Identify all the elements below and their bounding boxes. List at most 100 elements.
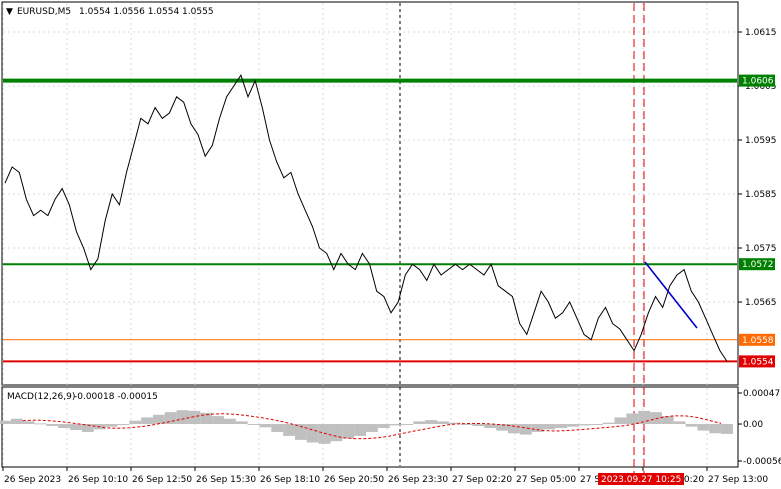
- level-tag-label: 1.0572: [742, 260, 774, 270]
- macd-bar: [164, 412, 177, 425]
- macd-bar: [247, 424, 260, 426]
- macd-bar: [283, 424, 295, 436]
- macd-tick-label: 0.00: [743, 420, 763, 430]
- macd-bar: [543, 424, 556, 430]
- macd-bar: [318, 424, 331, 444]
- price-tick-label: 1.0605: [745, 82, 777, 92]
- macd-bar: [437, 421, 449, 425]
- macd-bar: [661, 416, 674, 425]
- time-tick-label: 26 Sep 2023: [4, 475, 61, 485]
- macd-bar: [105, 424, 118, 427]
- macd-bar: [34, 423, 47, 425]
- trend-line[interactable]: [644, 261, 698, 329]
- macd-bar: [448, 422, 461, 425]
- macd-bar: [200, 412, 213, 425]
- macd-bar: [117, 424, 130, 426]
- time-tick-label: 26 Sep 23:30: [388, 475, 448, 485]
- macd-bar: [496, 424, 509, 431]
- macd-bar: [413, 421, 426, 425]
- macd-bar: [484, 424, 497, 428]
- macd-bar: [129, 420, 142, 425]
- price-tick-label: 1.0585: [745, 190, 777, 200]
- macd-bar: [377, 424, 390, 428]
- time-tick-label: 27 Sep 05:00: [516, 475, 576, 485]
- macd-bar: [259, 424, 272, 428]
- level-tag: [739, 74, 775, 87]
- price-tick-label: 1.0595: [745, 136, 777, 146]
- macd-bar: [401, 424, 414, 426]
- macd-bar: [697, 424, 710, 431]
- macd-bar: [354, 424, 366, 436]
- macd-bar: [531, 424, 544, 432]
- time-tick-label: 27 Sep 13:00: [708, 475, 768, 485]
- level-tag-label: 1.0554: [742, 357, 774, 367]
- ohlc-values: 1.0554 1.0556 1.0554 1.0555: [79, 7, 214, 17]
- macd-bar: [555, 424, 568, 428]
- macd-bar: [590, 424, 603, 426]
- time-tick-label: 26 Sep 10:10: [68, 475, 128, 485]
- time-tick-label: 26 Sep 12:50: [132, 475, 192, 485]
- collapse-triangle-icon[interactable]: ▼: [6, 7, 13, 17]
- grid-lines: [2, 3, 737, 466]
- level-tag: [739, 258, 775, 271]
- macd-bar: [472, 424, 485, 427]
- macd-bar: [81, 424, 94, 432]
- symbol-label: EURUSD,M5: [17, 7, 71, 17]
- macd-bar: [614, 417, 627, 425]
- macd-tick-label: -0.00056: [743, 457, 781, 467]
- macd-bar: [46, 424, 59, 427]
- macd-bar: [22, 421, 35, 425]
- macd-bar: [271, 424, 284, 432]
- macd-bar: [519, 424, 532, 435]
- macd-bar: [567, 424, 580, 427]
- macd-signal-line: [22, 413, 722, 440]
- macd-bar: [294, 424, 307, 440]
- macd-label: MACD(12,26,9): [7, 392, 75, 402]
- time-tick-label: 26 Sep 20:50: [324, 475, 384, 485]
- macd-bar: [223, 418, 236, 425]
- macd-bar: [650, 412, 662, 425]
- macd-bar: [721, 424, 733, 434]
- macd-values: -0.00018 -0.00015: [74, 392, 158, 402]
- level-tag-label: 1.0606: [742, 77, 774, 87]
- macd-bar: [638, 410, 651, 425]
- price-series-line: [4, 74, 728, 362]
- level-tag: [739, 355, 775, 368]
- macd-bar: [460, 424, 473, 426]
- macd-bar: [188, 410, 201, 425]
- macd-bar: [685, 424, 698, 427]
- macd-bar: [602, 422, 615, 425]
- macd-bar: [330, 424, 343, 442]
- price-tick-label: 1.0565: [745, 298, 777, 308]
- time-cursor-label: 2023.09.27 10:25: [601, 475, 681, 485]
- time-tick-label: 27 Sep 02:20: [452, 475, 512, 485]
- macd-bar: [10, 418, 23, 425]
- macd-bar: [425, 420, 438, 425]
- macd-bar: [235, 421, 248, 425]
- macd-bar: [579, 424, 591, 426]
- level-tag: [739, 333, 775, 346]
- macd-bar: [673, 421, 686, 425]
- macd-bar: [176, 410, 189, 425]
- macd-bar: [0, 420, 11, 425]
- macd-bar: [366, 424, 378, 432]
- macd-bar: [152, 414, 165, 425]
- macd-bar: [342, 424, 355, 439]
- time-cursor-tag: [598, 473, 684, 485]
- macd-bar: [212, 416, 224, 425]
- price-tick-label: 1.0615: [745, 28, 777, 38]
- macd-tick-label: 0.00047: [743, 389, 780, 399]
- time-tick-label: 26 Sep 15:30: [196, 475, 256, 485]
- macd-bar: [58, 424, 71, 428]
- macd-bar: [389, 424, 402, 426]
- macd-bar: [709, 424, 722, 434]
- macd-bar: [626, 413, 639, 425]
- macd-bar: [141, 417, 153, 425]
- price-tick-label: 1.0575: [745, 244, 777, 254]
- macd-bar: [508, 424, 520, 434]
- level-tag-label: 1.0558: [742, 336, 774, 346]
- macd-bar: [70, 424, 82, 430]
- macd-bar: [306, 424, 319, 443]
- time-tick-label: 26 Sep 18:10: [260, 475, 320, 485]
